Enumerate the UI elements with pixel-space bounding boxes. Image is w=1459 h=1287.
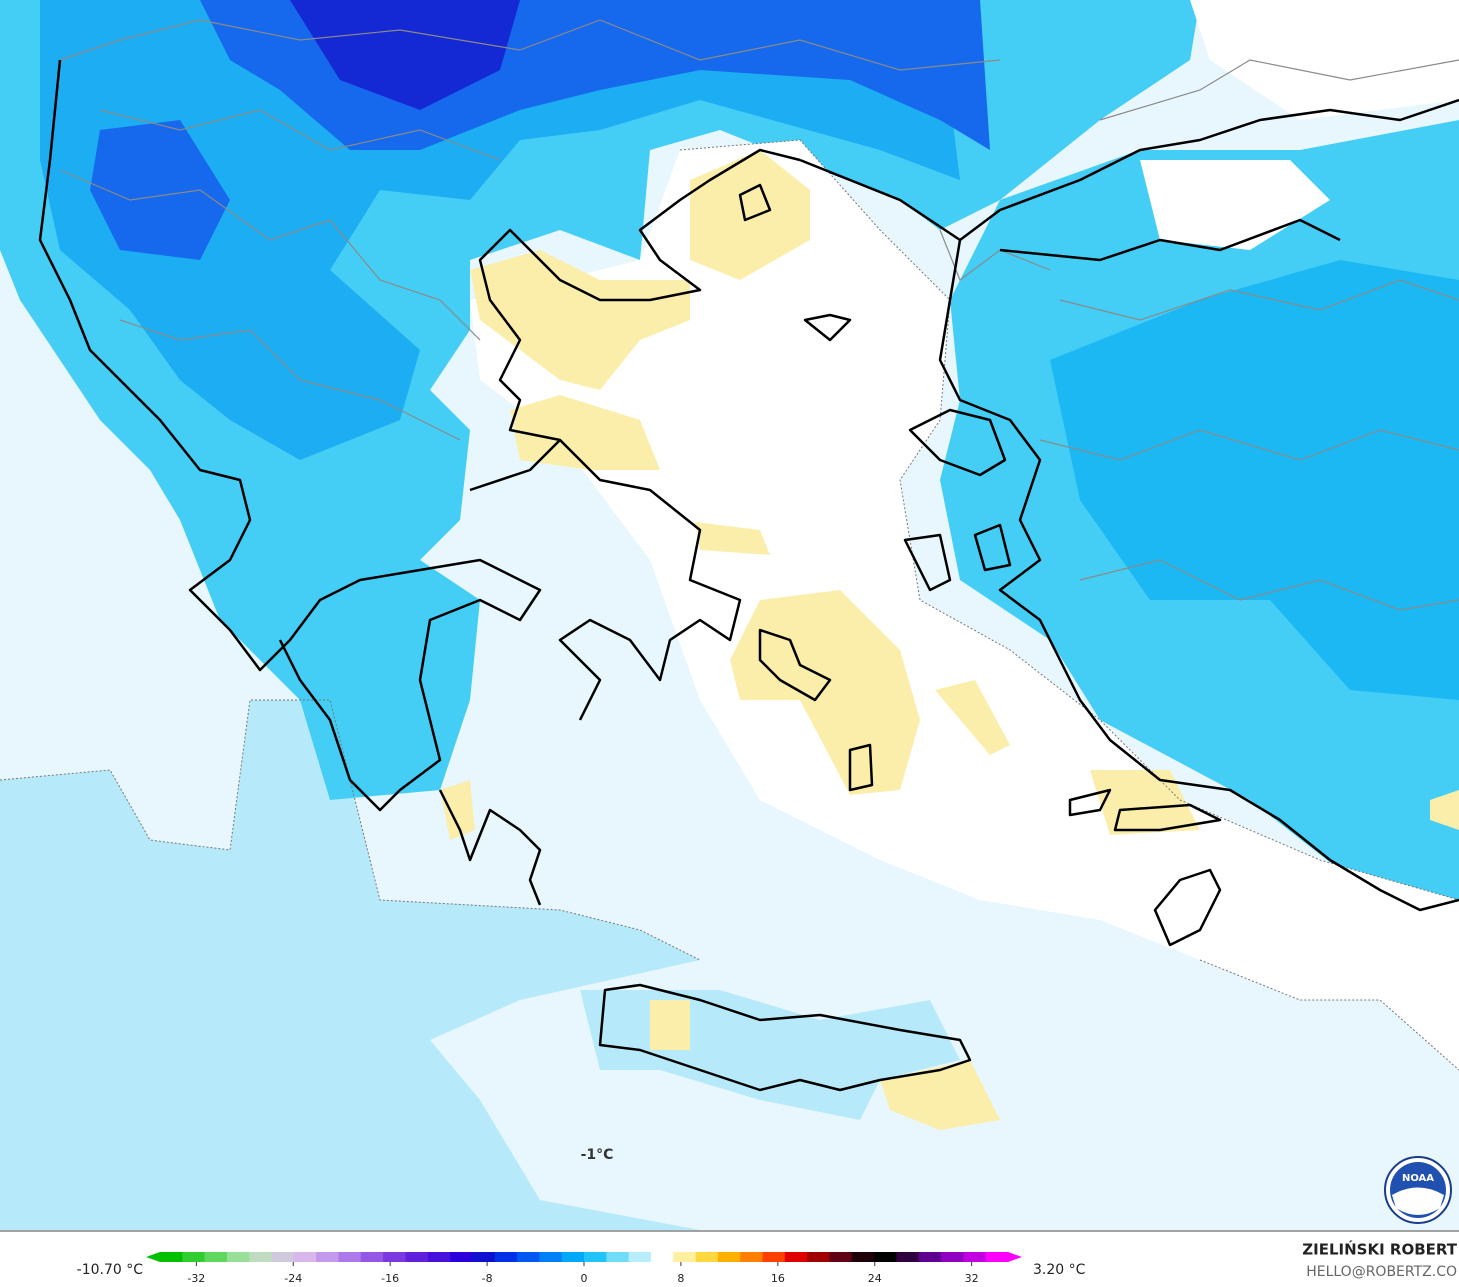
colorbar-swatch — [427, 1252, 451, 1262]
colorbar-tick-label: -16 — [381, 1272, 399, 1285]
temperature-zone — [290, 0, 520, 110]
colorbar-swatch — [918, 1252, 942, 1262]
colorbar-swatch — [695, 1252, 719, 1262]
colorbar-swatch — [338, 1252, 362, 1262]
colorbar-swatch — [293, 1252, 317, 1262]
coastlines — [38, 59, 1459, 1092]
credit-email: HELLO@ROBERTZ.CO — [1306, 1264, 1457, 1280]
colorbar-swatch — [249, 1252, 273, 1262]
colorbar-tick-label: 24 — [868, 1272, 882, 1285]
colorbar-swatch — [673, 1252, 697, 1262]
colorbar-swatch — [160, 1252, 183, 1262]
colorbar-tick-label: 16 — [771, 1272, 785, 1285]
colorbar-swatch — [829, 1252, 853, 1262]
colorbar-swatch — [896, 1252, 920, 1262]
colorbar-arrow — [1008, 1252, 1022, 1262]
colorbar-swatch — [807, 1252, 830, 1262]
map-label: -1°C — [581, 1147, 614, 1163]
colorbar-swatch — [226, 1252, 250, 1262]
temperature-zone — [0, 1000, 330, 1180]
colorbar-tick-label: 0 — [581, 1272, 588, 1285]
colorbar-swatch — [784, 1252, 808, 1262]
colorbar: -32 -24 -16 -8 0 8 16 24 32 — [146, 1252, 1022, 1285]
colorbar-tick-label: -8 — [482, 1272, 493, 1285]
map: -1°C NOAA — [0, 0, 1459, 1230]
colorbar-swatch — [717, 1252, 741, 1262]
colorbar-swatch — [762, 1252, 786, 1262]
colorbar-swatch — [650, 1252, 674, 1262]
colorbar-swatch — [985, 1252, 1009, 1262]
colorbar-swatch — [204, 1252, 228, 1262]
colorbar-swatch — [271, 1252, 295, 1262]
colorbar-swatch — [874, 1252, 897, 1262]
colorbar-arrow — [146, 1252, 160, 1262]
colorbar-swatch — [740, 1252, 764, 1262]
colorbar-swatch — [360, 1252, 384, 1262]
logo-text: NOAA — [1402, 1173, 1434, 1184]
noaa-logo: NOAA — [1384, 1156, 1452, 1224]
temperature-zone — [1190, 0, 1459, 120]
borders — [59, 19, 1459, 611]
colorbar-min-label: -10.70 °C — [77, 1262, 144, 1278]
colorbar-swatch — [405, 1252, 429, 1262]
temperature-zone — [90, 120, 230, 260]
colorbar-swatch — [316, 1252, 340, 1262]
temperature-zone — [1050, 260, 1459, 700]
colorbar-swatch — [472, 1252, 496, 1262]
colorbar-swatch — [628, 1252, 652, 1262]
colorbar-tick-label: -24 — [284, 1272, 302, 1285]
colorbar-swatch — [517, 1252, 540, 1262]
colorbar-swatch — [606, 1252, 630, 1262]
temperature-zone — [470, 140, 1459, 1070]
colorbar-tick-label: 8 — [677, 1272, 684, 1285]
colorbar-swatch — [539, 1252, 563, 1262]
colorbar-swatch — [963, 1252, 987, 1262]
colorbar-tick-label: 32 — [965, 1272, 979, 1285]
colorbar-swatch — [450, 1252, 473, 1262]
colorbar-swatch — [182, 1252, 206, 1262]
temperature-zone — [40, 0, 960, 460]
colorbar-swatch — [851, 1252, 875, 1262]
colorbar-swatch — [584, 1252, 607, 1262]
logo-bird — [1392, 1187, 1444, 1215]
colorbar-max-label: 3.20 °C — [1033, 1262, 1086, 1278]
colorbar-swatch — [494, 1252, 518, 1262]
colorbar-tick-label: -32 — [187, 1272, 205, 1285]
colorbar-swatch — [941, 1252, 964, 1262]
colorbar-swatch — [383, 1252, 406, 1262]
colorbar-swatch — [561, 1252, 585, 1262]
credit-name: ZIELIŃSKI ROBERT — [1302, 1240, 1457, 1259]
